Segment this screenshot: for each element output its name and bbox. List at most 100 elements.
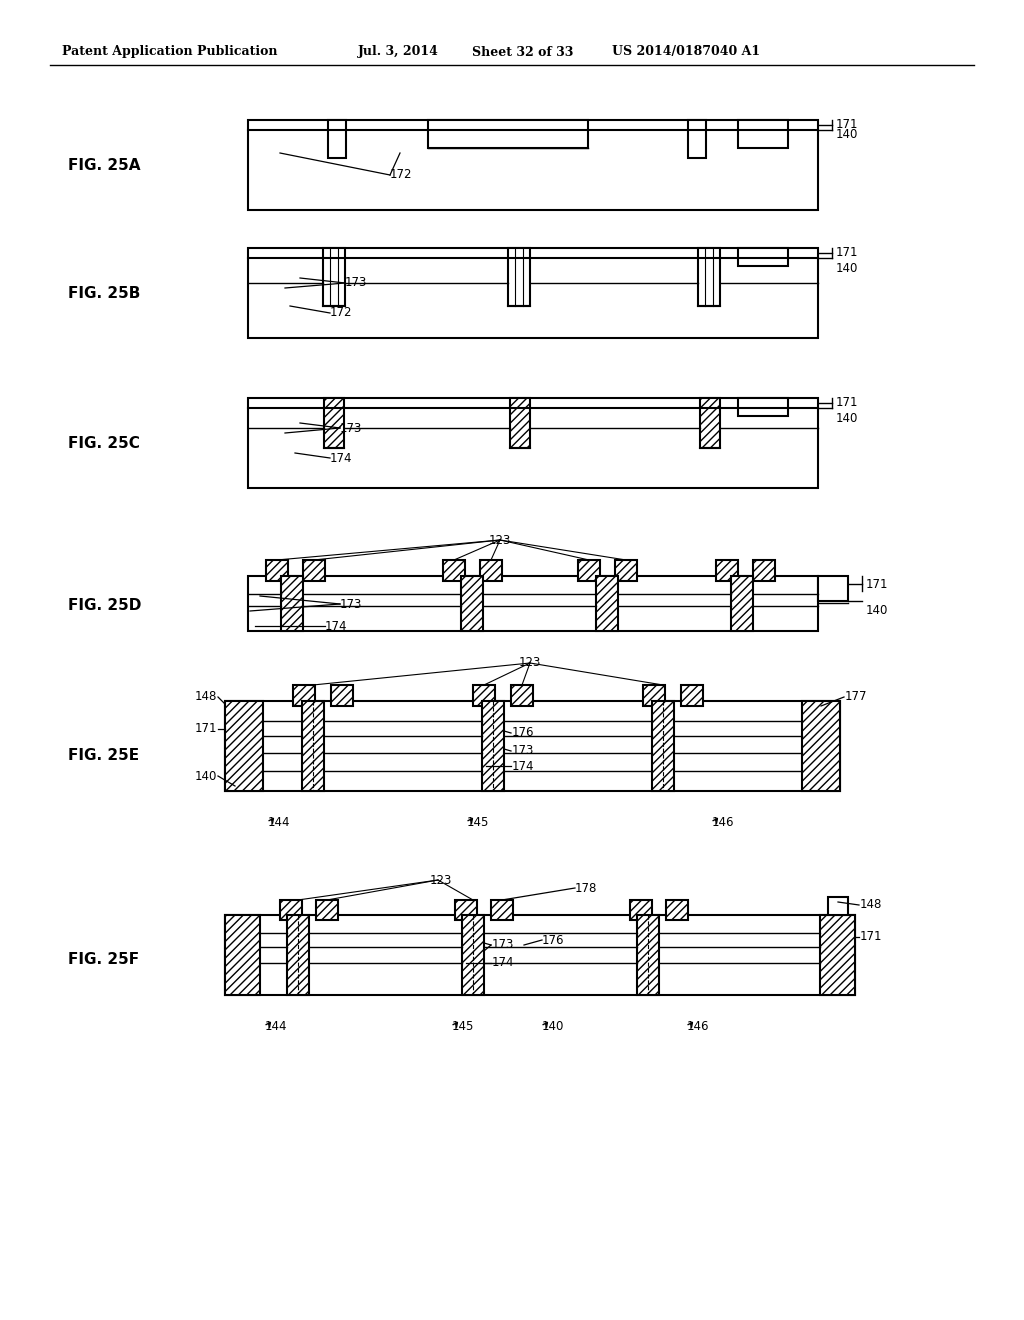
Bar	[443, 560, 465, 581]
Text: 172: 172	[390, 169, 413, 181]
Text: FIG. 25C: FIG. 25C	[68, 436, 140, 450]
Text: FIG. 25B: FIG. 25B	[68, 285, 140, 301]
Bar	[511, 685, 534, 706]
Text: 140: 140	[836, 412, 858, 425]
Text: Sheet 32 of 33: Sheet 32 of 33	[472, 45, 573, 58]
Bar	[316, 900, 338, 920]
Bar	[480, 560, 502, 581]
Text: 178: 178	[575, 882, 597, 895]
Bar	[225, 701, 263, 791]
Bar	[266, 560, 288, 581]
Text: 145: 145	[467, 817, 489, 829]
Bar	[324, 399, 344, 447]
Bar	[303, 560, 325, 581]
Bar	[700, 399, 720, 447]
Bar	[280, 900, 302, 920]
Text: 171: 171	[866, 578, 889, 590]
Bar	[828, 898, 848, 915]
Bar	[681, 685, 703, 706]
Bar	[596, 576, 618, 631]
Bar	[652, 701, 674, 791]
Bar	[820, 915, 855, 995]
Text: 173: 173	[345, 276, 368, 289]
Text: 174: 174	[492, 957, 514, 969]
Text: FIG. 25D: FIG. 25D	[68, 598, 141, 614]
Text: 148: 148	[860, 899, 883, 912]
Text: 173: 173	[512, 744, 535, 758]
Bar	[738, 120, 788, 148]
Bar	[281, 576, 303, 631]
Text: 146: 146	[712, 817, 734, 829]
Text: FIG. 25A: FIG. 25A	[68, 157, 140, 173]
Text: 171: 171	[860, 931, 883, 944]
Bar	[731, 576, 753, 631]
Bar	[508, 248, 530, 306]
Text: Jul. 3, 2014: Jul. 3, 2014	[358, 45, 439, 58]
Text: 140: 140	[542, 1020, 564, 1034]
Bar	[637, 915, 659, 995]
Bar	[482, 701, 504, 791]
Text: FIG. 25F: FIG. 25F	[68, 953, 139, 968]
Bar	[818, 576, 848, 601]
Bar	[698, 248, 720, 306]
Bar	[510, 399, 530, 447]
Text: 173: 173	[492, 939, 514, 952]
Text: 140: 140	[836, 128, 858, 141]
Text: 123: 123	[430, 874, 453, 887]
Text: 171: 171	[836, 247, 858, 260]
Text: 123: 123	[488, 533, 511, 546]
Bar	[473, 685, 495, 706]
Text: 173: 173	[340, 598, 362, 610]
Bar	[331, 685, 353, 706]
Bar	[225, 915, 260, 995]
Bar	[248, 399, 818, 488]
Bar	[461, 576, 483, 631]
Bar	[248, 248, 818, 338]
Bar	[455, 900, 477, 920]
Bar	[323, 248, 345, 306]
Bar	[328, 120, 346, 158]
Bar	[688, 120, 706, 158]
Bar	[462, 915, 484, 995]
Bar	[578, 560, 600, 581]
Text: US 2014/0187040 A1: US 2014/0187040 A1	[612, 45, 760, 58]
Bar	[738, 248, 788, 267]
Text: 144: 144	[268, 817, 291, 829]
Text: 171: 171	[836, 396, 858, 409]
Bar	[615, 560, 637, 581]
Bar	[716, 560, 738, 581]
Text: 145: 145	[452, 1020, 474, 1034]
Bar	[225, 915, 855, 995]
Text: 123: 123	[519, 656, 542, 669]
Bar	[248, 576, 818, 631]
Text: 148: 148	[195, 690, 217, 704]
Text: 171: 171	[836, 119, 858, 132]
Text: 177: 177	[845, 690, 867, 704]
Text: Patent Application Publication: Patent Application Publication	[62, 45, 278, 58]
Bar	[293, 685, 315, 706]
Text: 174: 174	[330, 451, 352, 465]
Bar	[643, 685, 665, 706]
Bar	[287, 915, 309, 995]
Bar	[666, 900, 688, 920]
Bar	[802, 701, 840, 791]
Text: 174: 174	[512, 759, 535, 772]
Bar	[248, 120, 818, 210]
Text: 172: 172	[330, 306, 352, 319]
Text: 140: 140	[836, 261, 858, 275]
Bar	[225, 701, 840, 791]
Bar	[302, 701, 324, 791]
Text: FIG. 25E: FIG. 25E	[68, 748, 139, 763]
Bar	[738, 399, 788, 416]
Text: 171: 171	[195, 722, 217, 735]
Text: 174: 174	[325, 619, 347, 632]
Bar	[490, 900, 513, 920]
Text: 173: 173	[340, 421, 362, 434]
Text: 176: 176	[512, 726, 535, 739]
Text: 140: 140	[195, 770, 217, 783]
Bar	[753, 560, 775, 581]
Bar	[428, 120, 588, 148]
Text: 146: 146	[687, 1020, 710, 1034]
Text: 140: 140	[866, 605, 889, 618]
Text: 144: 144	[265, 1020, 288, 1034]
